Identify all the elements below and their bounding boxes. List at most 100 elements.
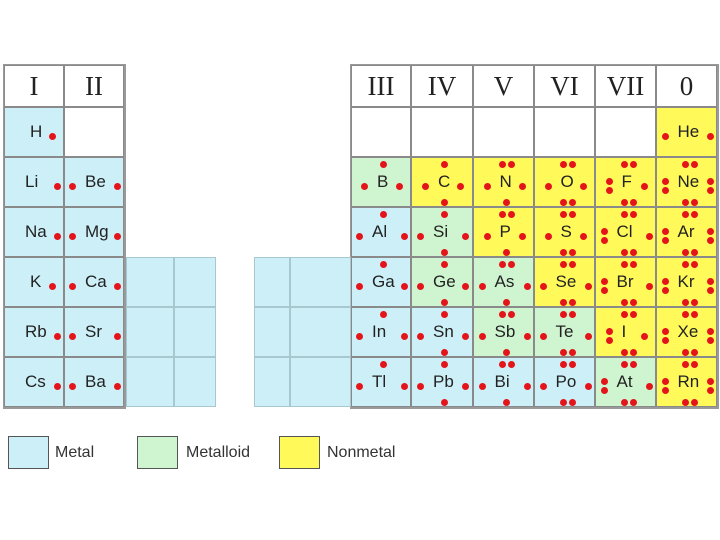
electron-dot	[690, 299, 698, 306]
element-symbol: Tl	[372, 372, 387, 391]
transition-metal-cell	[290, 357, 351, 407]
electron-dot	[544, 183, 552, 190]
electron-dot	[380, 211, 387, 218]
electron-dot	[507, 211, 515, 218]
electron-dot	[54, 183, 61, 190]
electron-dot	[579, 183, 587, 190]
electron-dot	[706, 187, 714, 194]
electron-dot	[539, 383, 547, 390]
electron-dot	[478, 333, 486, 340]
electron-dot	[380, 161, 387, 168]
element-cell-se: Se	[534, 257, 595, 307]
electron-dot	[502, 299, 510, 306]
electron-dot	[681, 249, 689, 256]
electron-dot	[401, 233, 408, 240]
electron-dot	[559, 211, 567, 218]
group-header: II	[64, 65, 124, 107]
element-cell-i: I	[595, 307, 656, 357]
element-symbol: Br	[616, 272, 634, 291]
electron-dot	[417, 383, 424, 390]
electron-dot	[629, 161, 637, 168]
electron-dot	[49, 283, 56, 290]
electron-dot	[401, 283, 408, 290]
element-cell-na: Na	[4, 207, 64, 257]
electron-dot	[620, 211, 628, 218]
electron-dot	[568, 399, 576, 406]
electron-dot	[49, 133, 56, 140]
element-symbol: Xe	[677, 322, 699, 341]
element-cell-li: Li	[4, 157, 64, 207]
electron-dot	[559, 161, 567, 168]
electron-dot	[681, 361, 689, 368]
electron-dot	[640, 183, 648, 190]
electron-dot	[645, 383, 653, 390]
element-symbol: Rb	[25, 322, 47, 341]
element-cell-ca: Ca	[64, 257, 124, 307]
element-cell-rb: Rb	[4, 307, 64, 357]
electron-dot	[600, 287, 608, 294]
electron-dot	[605, 337, 613, 344]
electron-dot	[600, 387, 608, 394]
transition-metal-cell	[174, 307, 216, 357]
electron-dot	[661, 328, 669, 335]
electron-dot	[661, 287, 669, 294]
element-symbol: Cl	[616, 222, 633, 241]
element-symbol: Ba	[85, 372, 106, 391]
electron-dot	[462, 283, 469, 290]
element-symbol: Pb	[433, 372, 454, 391]
empty-cell	[411, 107, 473, 157]
element-symbol: Sn	[433, 322, 454, 341]
empty-cell	[473, 107, 534, 157]
element-symbol: Bi	[494, 372, 510, 391]
element-cell-ge: Ge	[411, 257, 473, 307]
legend-swatch-metalloid	[137, 436, 178, 469]
empty-cell	[534, 107, 595, 157]
element-cell-s: S	[534, 207, 595, 257]
element-symbol: Al	[372, 222, 388, 241]
element-cell-sn: Sn	[411, 307, 473, 357]
electron-dot	[579, 233, 587, 240]
electron-dot	[523, 333, 531, 340]
element-symbol: At	[616, 372, 633, 391]
electron-dot	[69, 283, 76, 290]
element-cell-ar: Ar	[656, 207, 717, 257]
electron-dot	[441, 311, 448, 318]
element-symbol: Li	[25, 172, 39, 191]
electron-dot	[69, 383, 76, 390]
electron-dot	[568, 199, 576, 206]
element-cell-pb: Pb	[411, 357, 473, 407]
electron-dot	[640, 333, 648, 340]
electron-dot	[690, 349, 698, 356]
element-cell-b: B	[351, 157, 411, 207]
electron-dot	[502, 199, 510, 206]
electron-dot	[114, 183, 121, 190]
electron-dot	[498, 161, 506, 168]
element-cell-f: F	[595, 157, 656, 207]
electron-dot	[568, 261, 576, 268]
element-cell-be: Be	[64, 157, 124, 207]
electron-dot	[559, 261, 567, 268]
electron-dot	[478, 383, 486, 390]
electron-dot	[483, 183, 491, 190]
legend-label-nonmetal: Nonmetal	[327, 444, 396, 461]
electron-dot	[661, 178, 669, 185]
element-cell-rn: Rn	[656, 357, 717, 407]
element-symbol: N	[499, 172, 512, 191]
electron-dot	[518, 183, 526, 190]
element-cell-sb: Sb	[473, 307, 534, 357]
element-cell-cl: Cl	[595, 207, 656, 257]
transition-metal-cell	[126, 257, 174, 307]
electron-dot	[69, 183, 76, 190]
electron-dot	[559, 199, 567, 206]
element-symbol: F	[621, 172, 632, 191]
element-symbol: Ga	[372, 272, 395, 291]
element-cell-ba: Ba	[64, 357, 124, 407]
electron-dot	[584, 333, 592, 340]
electron-dot	[401, 383, 408, 390]
empty-cell	[64, 107, 124, 157]
electron-dot	[629, 399, 637, 406]
electron-dot	[584, 383, 592, 390]
electron-dot	[620, 399, 628, 406]
electron-dot	[681, 299, 689, 306]
